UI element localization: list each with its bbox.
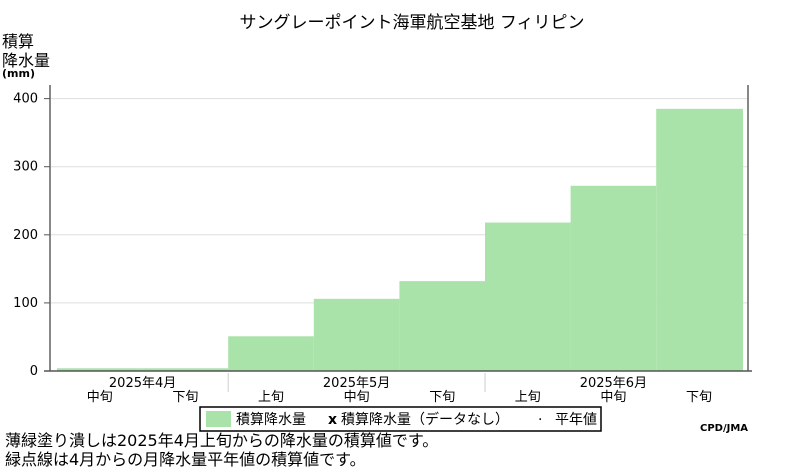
legend-label-cumulative: 積算降水量 — [236, 412, 306, 428]
bar-0 — [57, 368, 143, 371]
bar-4 — [399, 281, 485, 371]
note-line-1: 薄緑塗り潰しは2025年4月上旬からの降水量の積算値です。 — [5, 431, 438, 450]
legend-label-normal: 平年値 — [555, 412, 597, 428]
y-tick-label-200: 200 — [13, 228, 38, 243]
y-axis-unit: (mm) — [2, 67, 35, 80]
bar-5 — [485, 222, 571, 371]
period-label-3: 中旬 — [344, 390, 370, 405]
legend-marker-normal: · — [538, 412, 542, 428]
period-label-5: 上旬 — [515, 390, 541, 405]
bar-2 — [228, 336, 314, 371]
legend-marker-no-data: x — [328, 412, 337, 428]
credit: CPD/JMA — [700, 423, 748, 434]
month-label-0: 2025年4月 — [109, 376, 176, 391]
period-label-0: 中旬 — [87, 390, 113, 405]
period-label-1: 下旬 — [172, 390, 198, 405]
y-tick-label-0: 0 — [30, 364, 38, 379]
legend-swatch-cumulative — [206, 411, 231, 427]
bar-3 — [313, 298, 400, 371]
period-label-2: 上旬 — [258, 390, 284, 405]
legend: 積算降水量 x 積算降水量（データなし） · 平年値 — [199, 406, 602, 432]
y-axis-label-line-2: 降水量 — [2, 51, 50, 70]
period-label-6: 中旬 — [600, 390, 626, 405]
y-tick-label-100: 100 — [13, 296, 38, 311]
bar-1 — [142, 368, 229, 371]
month-label-2: 2025年6月 — [580, 376, 647, 391]
bars — [57, 108, 743, 371]
period-label-4: 下旬 — [429, 390, 455, 405]
chart-title: サングレーポイント海軍航空基地 フィリピン — [239, 13, 584, 33]
period-label-7: 下旬 — [686, 390, 712, 405]
bar-7 — [656, 108, 743, 371]
y-ticks: 0 100 200 300 400 — [13, 92, 50, 379]
legend-box — [199, 406, 602, 432]
bar-6 — [570, 185, 657, 371]
month-label-1: 2025年5月 — [323, 376, 390, 391]
y-tick-label-300: 300 — [13, 160, 38, 175]
y-axis-label-line-1: 積算 — [2, 32, 34, 51]
y-tick-label-400: 400 — [13, 92, 38, 107]
legend-label-no-data: 積算降水量（データなし） — [341, 411, 509, 428]
note-line-2: 緑点線は4月からの月降水量平年値の積算値です。 — [5, 450, 366, 469]
